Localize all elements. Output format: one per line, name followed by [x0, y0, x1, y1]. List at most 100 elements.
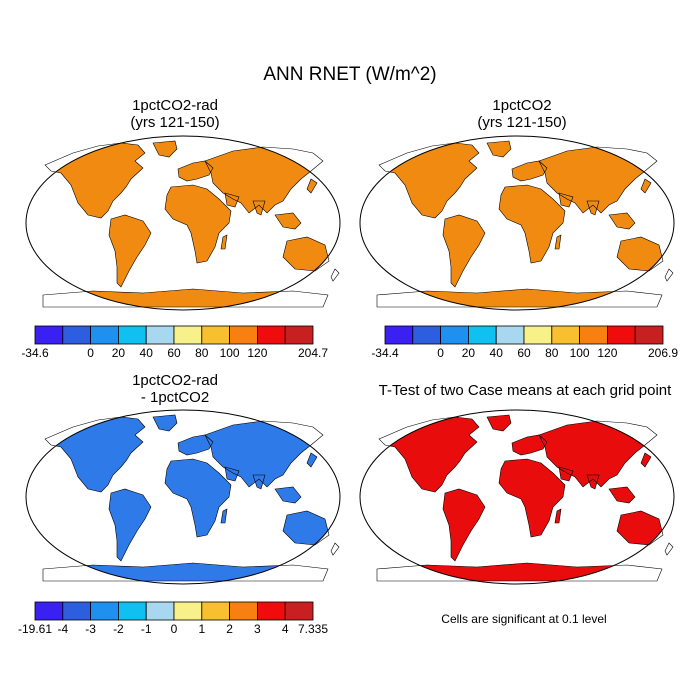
map-panel-1pctco2-rad [25, 135, 341, 311]
diff-cell [319, 569, 323, 573]
diff-cell [43, 577, 47, 581]
diff-cell [63, 417, 67, 421]
nonsignificant-cell [437, 577, 441, 581]
diff-cell [327, 453, 331, 457]
nonsignificant-cell [397, 573, 401, 577]
diff-cell [31, 541, 35, 545]
diff-cell [339, 481, 343, 485]
nonsignificant-cell [645, 561, 649, 565]
diff-cell [335, 445, 339, 449]
diff-cell [111, 581, 115, 585]
diff-cell [39, 441, 43, 445]
diff-cell [311, 437, 315, 441]
colorbar-swatch [90, 325, 119, 345]
diff-cell [327, 457, 331, 461]
diff-cell [283, 409, 287, 413]
diff-cell [27, 449, 31, 453]
nonsignificant-cell [381, 581, 385, 585]
nonsignificant-cell [373, 577, 377, 581]
diff-cell [43, 421, 47, 425]
diff-cell [43, 429, 47, 433]
nonsignificant-cell [581, 581, 585, 585]
diff-cell [27, 553, 31, 557]
diff-cell [291, 569, 295, 573]
map-frame [359, 135, 675, 311]
nonsignificant-cell [601, 581, 605, 585]
diff-cell [319, 545, 323, 549]
diff-cell [83, 573, 87, 577]
diff-cell [339, 417, 343, 421]
diff-cell [323, 433, 327, 437]
diff-cell [43, 549, 47, 553]
nonsignificant-cell [357, 581, 361, 585]
diff-cell [59, 437, 63, 441]
nonsignificant-cell [669, 469, 673, 473]
diff-cell [79, 577, 83, 581]
diff-cell [323, 409, 327, 413]
diff-cell [339, 569, 343, 573]
nonsignificant-cell [577, 581, 581, 585]
nonsignificant-cell [377, 573, 381, 577]
panel-1-title: 1pctCO2-rad (yrs 121-150) [50, 97, 300, 131]
diff-cell [55, 565, 59, 569]
diff-cell [55, 417, 59, 421]
nonsignificant-cell [397, 417, 401, 421]
diff-cell [263, 417, 267, 421]
diff-cell [303, 577, 307, 581]
diff-cell [63, 577, 67, 581]
diff-cell [35, 409, 39, 413]
nonsignificant-cell [629, 569, 633, 573]
colorbar-panel-3: -19.61 -4 -3 -2 -1 0 1 2 3 4 7.335 [18, 601, 328, 636]
diff-cell [339, 441, 343, 445]
diff-cell [311, 415, 315, 417]
diff-cell [35, 441, 39, 445]
diff-cell [323, 557, 327, 561]
diff-cell [323, 561, 327, 565]
diff-cell [311, 433, 315, 437]
colorbar-swatch [384, 325, 414, 345]
diff-cell [23, 565, 27, 569]
nonsignificant-cell [361, 545, 365, 549]
diff-cell [35, 433, 39, 437]
colorbar-swatch [495, 325, 525, 345]
nonsignificant-cell [637, 569, 641, 573]
nonsignificant-cell [429, 581, 433, 585]
diff-cell [327, 449, 331, 453]
diff-cell [35, 445, 39, 449]
nonsignificant-cell [673, 473, 677, 477]
diff-cell [315, 417, 319, 421]
nonsignificant-cell [633, 581, 637, 585]
diff-cell [39, 449, 43, 453]
nonsignificant-cell [377, 449, 381, 453]
diff-cell [31, 461, 35, 465]
significance-note: Cells are significant at 0.1 level [441, 612, 607, 626]
diff-cell [315, 581, 319, 585]
diff-cell [315, 553, 319, 557]
diff-cell [287, 581, 291, 585]
diff-cell [39, 573, 43, 577]
diff-cell [307, 429, 311, 433]
diff-cell [103, 581, 107, 585]
diff-cell [47, 569, 51, 573]
diff-cell [95, 409, 99, 413]
nonsignificant-cell [409, 577, 413, 581]
nonsignificant-cell [597, 577, 601, 581]
diff-cell [47, 549, 51, 553]
diff-cell [283, 417, 287, 421]
diff-cell [23, 517, 27, 521]
diff-cell [299, 569, 303, 573]
nonsignificant-cell [361, 525, 365, 529]
diff-cell [307, 437, 311, 441]
colorbar-swatch [118, 325, 147, 345]
panel-2-title-line2: (yrs 121-150) [477, 114, 567, 131]
nonsignificant-cell [617, 581, 621, 585]
diff-cell [35, 557, 39, 561]
diff-cell [127, 409, 131, 413]
diff-cell [339, 409, 343, 413]
nonsignificant-cell [449, 577, 453, 581]
diff-cell [311, 417, 315, 421]
diff-cell [303, 429, 307, 433]
diff-cell [23, 545, 27, 549]
diff-cell [75, 417, 79, 421]
diff-cell [43, 553, 47, 557]
